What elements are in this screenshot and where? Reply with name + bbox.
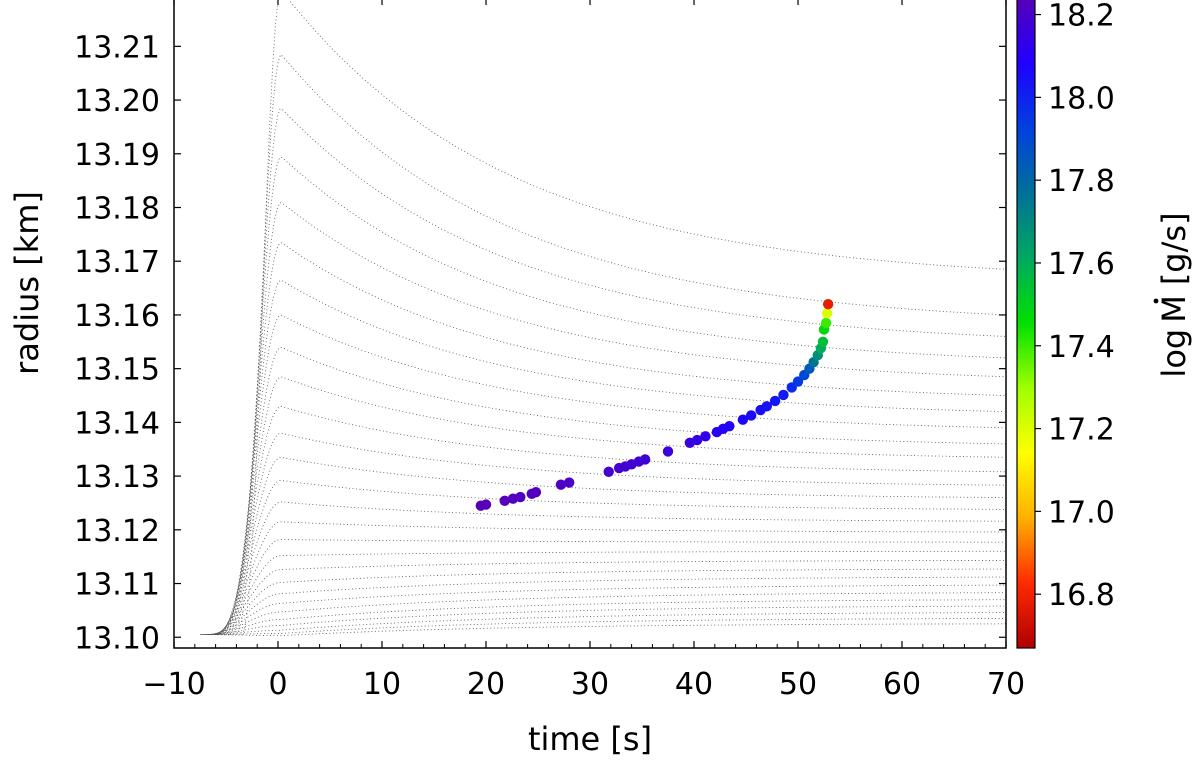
data-point [792,376,804,387]
background-track [214,480,1005,636]
data-point [555,479,567,490]
colorbar-tick-label: 17.6 [1048,247,1115,282]
data-point [530,487,542,498]
y-tick-label: 13.16 [74,299,160,334]
data-point [639,454,651,465]
x-tick-label: −10 [142,667,205,702]
background-track [220,346,1006,636]
x-tick-label: 60 [883,667,921,702]
data-point [761,401,772,412]
background-track [212,521,1006,636]
data-point [700,431,711,442]
y-tick-label: 13.17 [74,245,160,280]
data-point [778,389,789,401]
background-track [210,550,1006,636]
data-point [603,466,614,478]
colorbar-axis: 16.8 17.0 17.2 17.4 17.6 17.8 18.0 18.2 [1035,0,1115,613]
x-tick-label: 20 [467,667,505,702]
x-tick-label: 40 [675,667,713,702]
background-track [206,584,1005,636]
y-tick-label: 13.10 [74,621,160,656]
x-axis: −10 0 10 20 30 40 50 60 70 [142,0,1025,702]
data-point [515,491,526,503]
plot-frame [173,0,1007,649]
y-tick-label: 13.20 [74,84,160,119]
x-tick-label: 10 [363,667,401,702]
data-point [746,410,757,421]
background-track [221,314,1005,636]
x-tick-label: 70 [987,667,1025,702]
data-point [820,317,832,329]
y-tick-label: 13.18 [74,192,160,227]
y-tick-label: 13.14 [74,406,160,441]
background-track [215,456,1006,636]
background-track [223,279,1004,636]
x-tick-label: 0 [268,667,287,702]
colorbar-tick-label: 18.0 [1048,81,1115,116]
colorbar [1016,0,1036,649]
data-point [564,477,575,488]
data-point [499,495,510,507]
colorbar-tick-label: 17.2 [1048,413,1115,448]
y-axis-label: radius [km] [8,191,46,375]
background-track [229,156,1006,635]
y-tick-label: 13.12 [74,514,160,549]
y-tick-label: 13.15 [74,353,160,388]
background-track [204,599,1005,636]
background-track [232,108,1006,635]
colorbar-tick-label: 18.2 [1048,0,1115,34]
background-track [241,0,1006,635]
data-point [480,499,492,510]
svg-text:logM[g/s]: log M [g/s] [1155,212,1193,377]
colorbar-label-prefix: log [1155,329,1193,378]
data-point [662,446,674,457]
data-point [737,414,749,425]
x-axis-label: time [s] [528,720,652,758]
background-track [205,592,1006,636]
background-track [219,376,1006,636]
x-tick-label: 50 [779,667,817,702]
data-point [769,395,781,407]
colorbar-tick-label: 16.8 [1048,578,1115,613]
y-tick-label: 13.19 [74,138,160,173]
background-track [236,53,1006,635]
colorbar-label-unit: [g/s] [1155,212,1193,285]
colorbar-label-symbol: M [1155,295,1193,323]
background-track [216,432,1005,636]
y-tick-label: 13.13 [74,460,160,495]
data-point [724,420,735,432]
colorbar-label-dot [1153,298,1159,304]
background-track [213,501,1004,636]
x-tick-label: 30 [571,667,609,702]
background-track [203,605,1004,636]
data-point [822,298,834,310]
colorbar-tick-label: 17.8 [1048,164,1115,199]
data-points [475,298,834,511]
y-tick-label: 13.11 [74,568,160,603]
data-point [691,434,703,446]
data-point [817,336,829,348]
background-tracks [200,0,1006,637]
background-track [209,559,1005,636]
background-track [217,405,1006,636]
colorbar-tick-label: 17.4 [1048,330,1115,365]
y-tick-label: 13.21 [74,30,160,65]
background-track [202,612,1006,636]
background-track [211,539,1005,636]
background-track [208,568,1004,636]
y-axis: 13.10 13.11 13.12 13.13 13.14 13.15 13.16 13.17… [74,30,1006,656]
colorbar-label: log M [g/s] [1153,212,1193,378]
background-track [200,623,1006,637]
data-point [821,308,833,319]
background-track [225,241,1006,636]
colorbar-tick-label: 17.0 [1048,495,1115,530]
